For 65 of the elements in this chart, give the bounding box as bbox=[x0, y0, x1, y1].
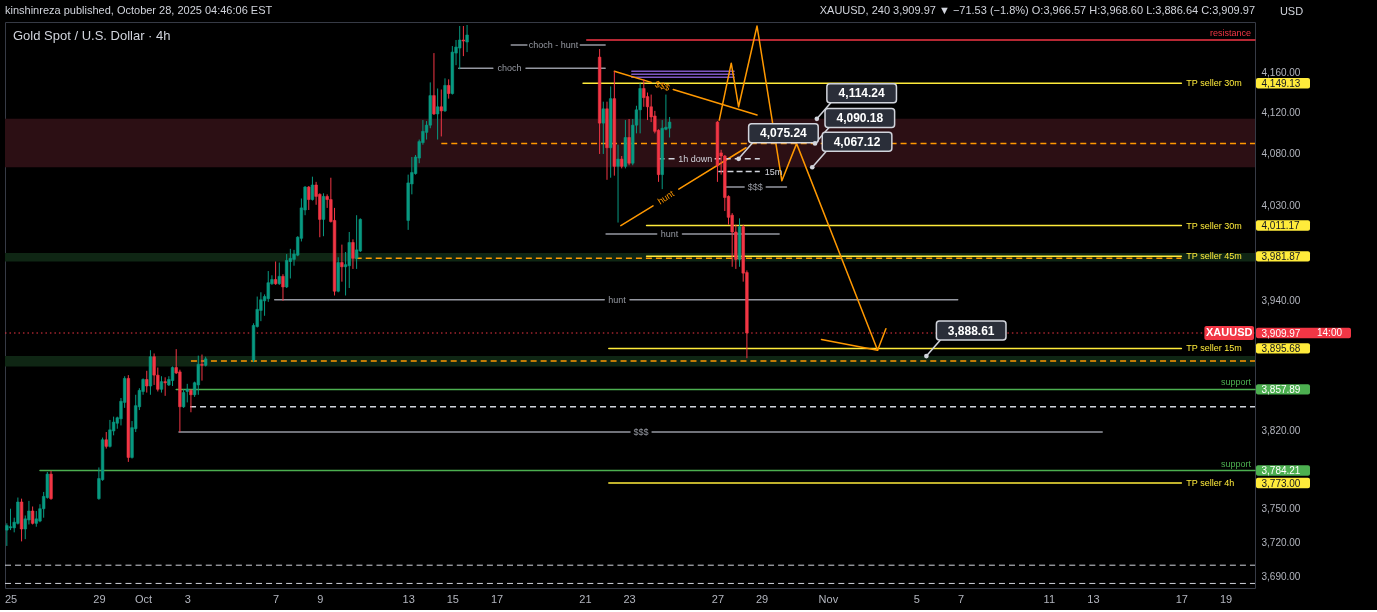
x-tick-label: 25 bbox=[4, 592, 18, 605]
x-tick-label: 11 bbox=[1043, 592, 1056, 605]
x-tick-label: Nov bbox=[818, 592, 839, 605]
x-tick-label: 9 bbox=[317, 592, 324, 605]
x-tick-label: 17 bbox=[1175, 592, 1188, 605]
x-tick-label: 29 bbox=[756, 592, 769, 605]
y-tick-label: 3,857.89 bbox=[1261, 383, 1301, 395]
x-tick-label: 7 bbox=[957, 592, 965, 605]
y-tick-label: 3,895.68 bbox=[1261, 342, 1301, 354]
y-tick-label: 3,909.97 bbox=[1261, 327, 1301, 339]
text: kinshinreza published, October 28, 2025 04:46:06 EST bbox=[5, 4, 273, 16]
x-tick-label: 13 bbox=[402, 592, 415, 605]
text: $$$ bbox=[653, 78, 671, 93]
series-label: resistance bbox=[1209, 28, 1251, 39]
annotation: 4,114.24 bbox=[838, 86, 885, 101]
y-tick-label: 4,120.00 bbox=[1261, 107, 1301, 119]
y-tick-label: 3,773.00 bbox=[1261, 477, 1301, 489]
y-tick-label: 4,011.17 bbox=[1261, 220, 1301, 232]
x-tick-label: 15 bbox=[446, 592, 459, 605]
y-tick-label: 4,149.13 bbox=[1261, 77, 1301, 89]
x-tick-label: 23 bbox=[623, 592, 636, 605]
series-label: choch bbox=[497, 63, 522, 74]
annotation: 4,090.18 bbox=[836, 110, 884, 125]
x-tick-label: 5 bbox=[913, 592, 920, 605]
annotation: 4,067.12 bbox=[833, 134, 881, 149]
chart-title: Gold Spot / U.S. Dollar · 4h bbox=[13, 28, 171, 43]
text: 14:00 bbox=[1317, 327, 1343, 339]
annotation: 4,075.24 bbox=[760, 126, 808, 141]
x-tick-label: 29 bbox=[93, 592, 106, 605]
y-tick-label: 3,784.21 bbox=[1261, 465, 1301, 477]
x-tick-label: Oct bbox=[135, 592, 153, 605]
x-tick-label: 13 bbox=[1087, 592, 1100, 605]
x-tick-label: 7 bbox=[273, 592, 280, 605]
y-tick-label: 4,080.00 bbox=[1261, 148, 1301, 160]
series-label: hunt bbox=[608, 294, 627, 305]
series-label: TP seller 4h bbox=[1186, 478, 1235, 489]
series-label: $$$ bbox=[633, 427, 649, 438]
y-tick-label: 3,820.00 bbox=[1261, 425, 1301, 437]
y-tick-label: 3,940.00 bbox=[1261, 295, 1301, 307]
y-tick-label: 3,750.00 bbox=[1261, 503, 1301, 515]
y-tick-label: 3,690.00 bbox=[1261, 571, 1301, 583]
x-tick-label: 21 bbox=[579, 592, 592, 605]
ref-line-label: XAUUSD bbox=[1205, 326, 1253, 339]
x-tick-label: 3 bbox=[184, 592, 191, 605]
annotation: 3,888.61 bbox=[947, 323, 995, 338]
series-label: TP seller 45m bbox=[1186, 251, 1242, 262]
series-label: TP seller 30m bbox=[1186, 220, 1242, 231]
series-label: choch - hunt bbox=[528, 40, 579, 51]
series-label: $$$ bbox=[747, 182, 763, 193]
series-label: support bbox=[1220, 377, 1252, 388]
y-axis-title: USD bbox=[1279, 4, 1304, 17]
series-label: hunt bbox=[660, 229, 679, 240]
y-tick-label: 4,030.00 bbox=[1261, 200, 1301, 212]
series-label: TP seller 15m bbox=[1186, 343, 1242, 354]
series-label: support bbox=[1220, 458, 1252, 469]
text: hunt bbox=[655, 188, 677, 207]
x-tick-label: 27 bbox=[711, 592, 725, 605]
x-tick-label: 17 bbox=[490, 592, 504, 605]
y-tick-label: 3,720.00 bbox=[1261, 537, 1301, 549]
series-label: 1h down bbox=[678, 153, 713, 164]
y-tick-label: 4,160.00 bbox=[1261, 66, 1301, 78]
y-tick-label: 3,981.87 bbox=[1261, 250, 1301, 262]
x-tick-label: 19 bbox=[1219, 592, 1233, 605]
chart-subtitle: XAUUSD, 240 3,909.97 ▼ −71.53 (−1.8%) O:3,966.57 H:3,968.60 L:3,886.64 C:3,909.97 bbox=[819, 4, 1255, 16]
series-label: TP seller 30m bbox=[1186, 78, 1242, 89]
